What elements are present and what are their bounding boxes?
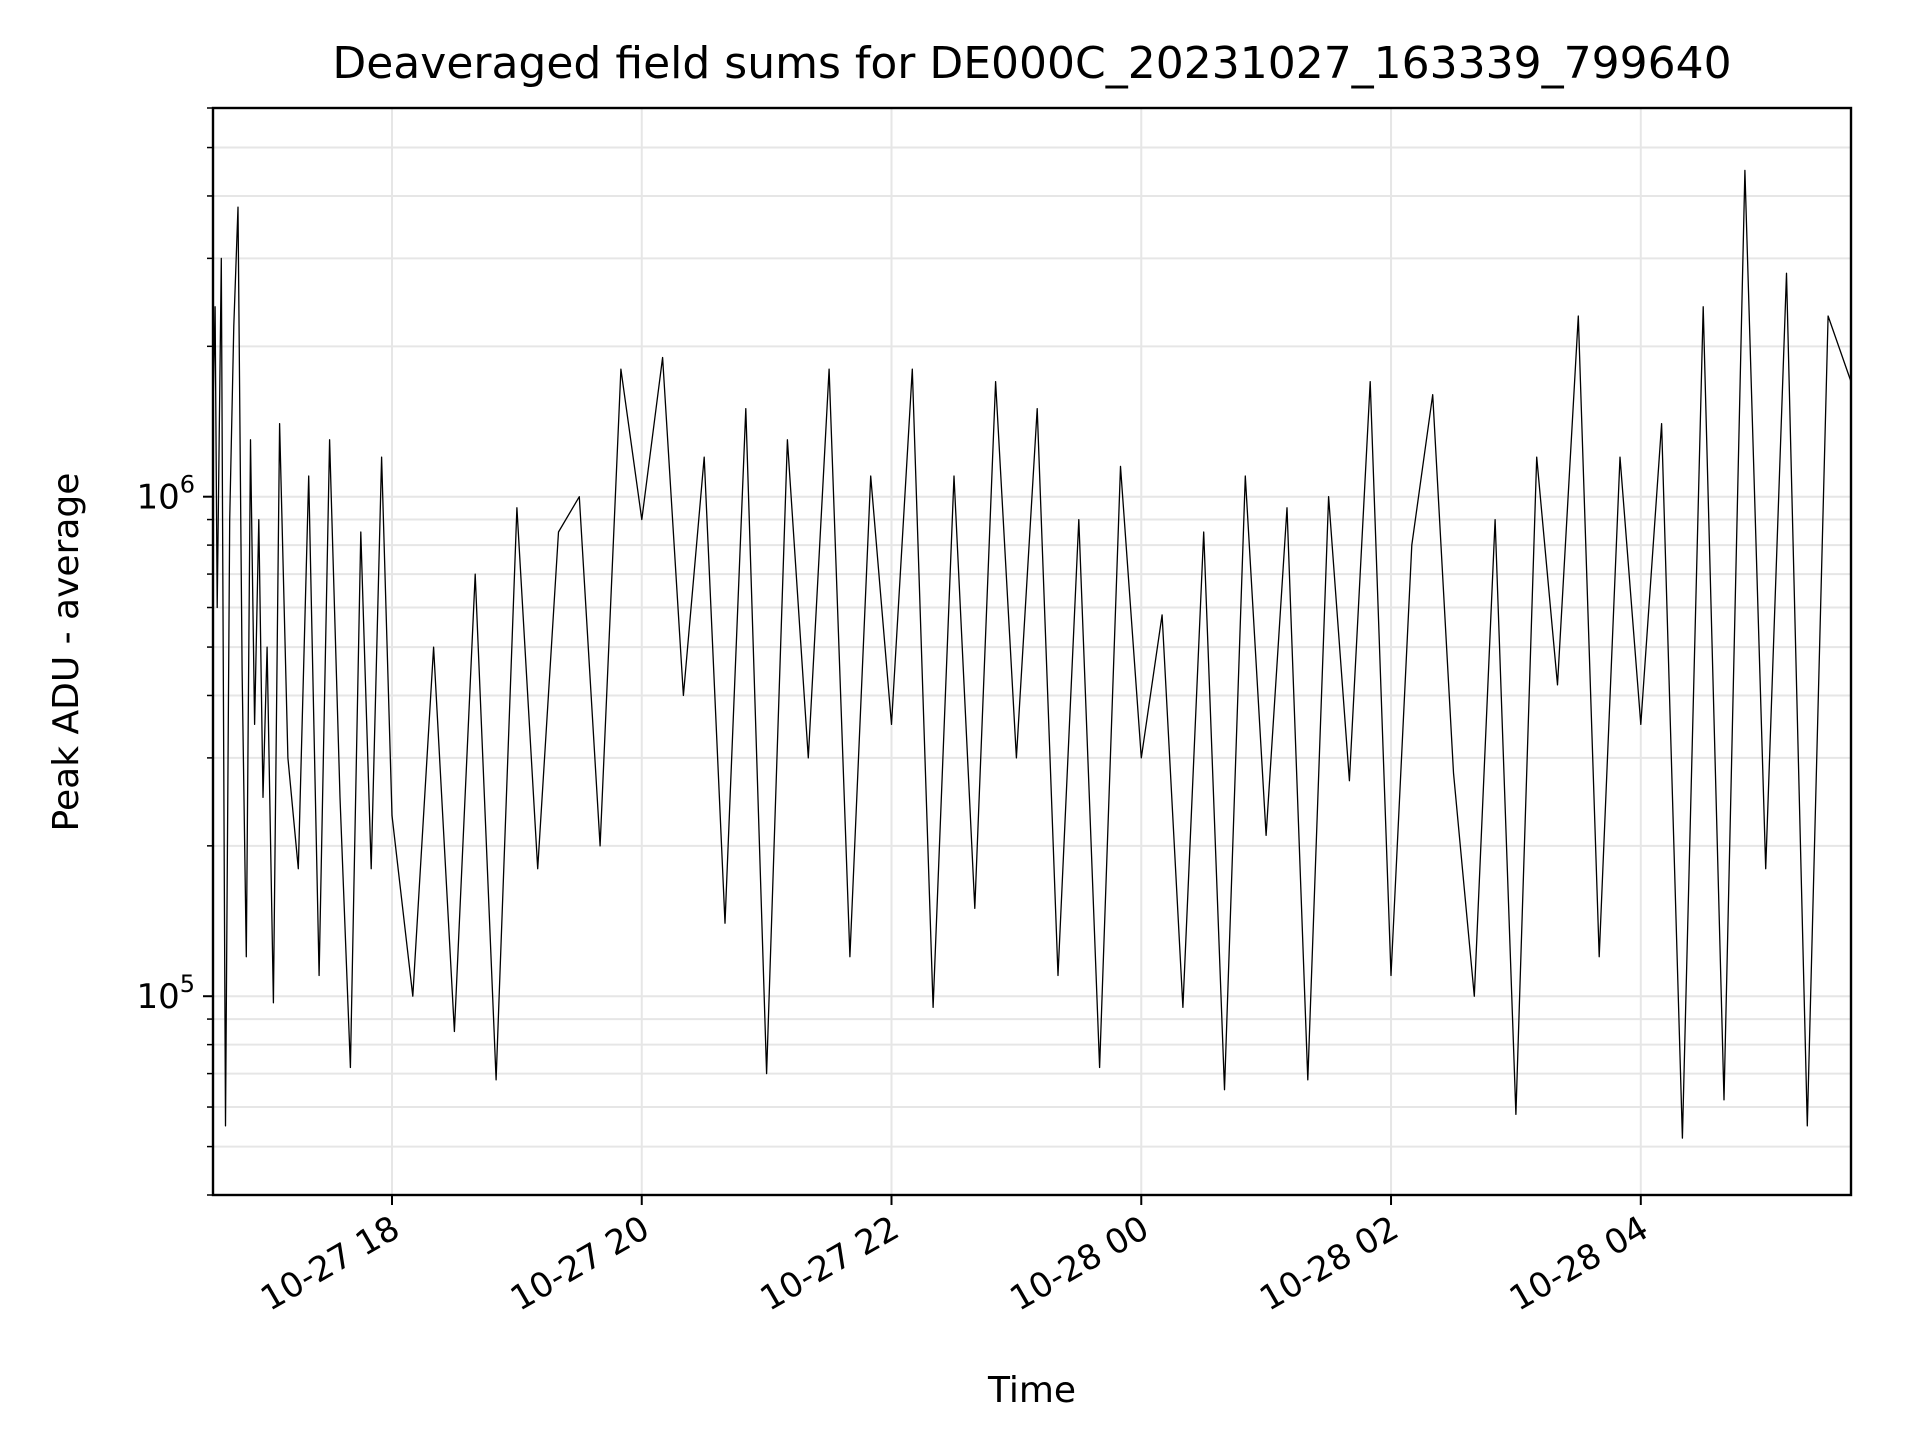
chart-title: Deaveraged field sums for DE000C_2023102… (332, 38, 1731, 89)
grid (213, 107, 1851, 1196)
y-tick-label: 106 (136, 471, 195, 518)
series-line (212, 169, 1852, 1139)
y-axis-label: Peak ADU - average (46, 473, 87, 832)
x-axis-label: Time (987, 1370, 1076, 1411)
y-tick-label: 105 (136, 970, 195, 1017)
series-layer (212, 169, 1852, 1139)
plot-frame (211, 106, 1853, 1197)
